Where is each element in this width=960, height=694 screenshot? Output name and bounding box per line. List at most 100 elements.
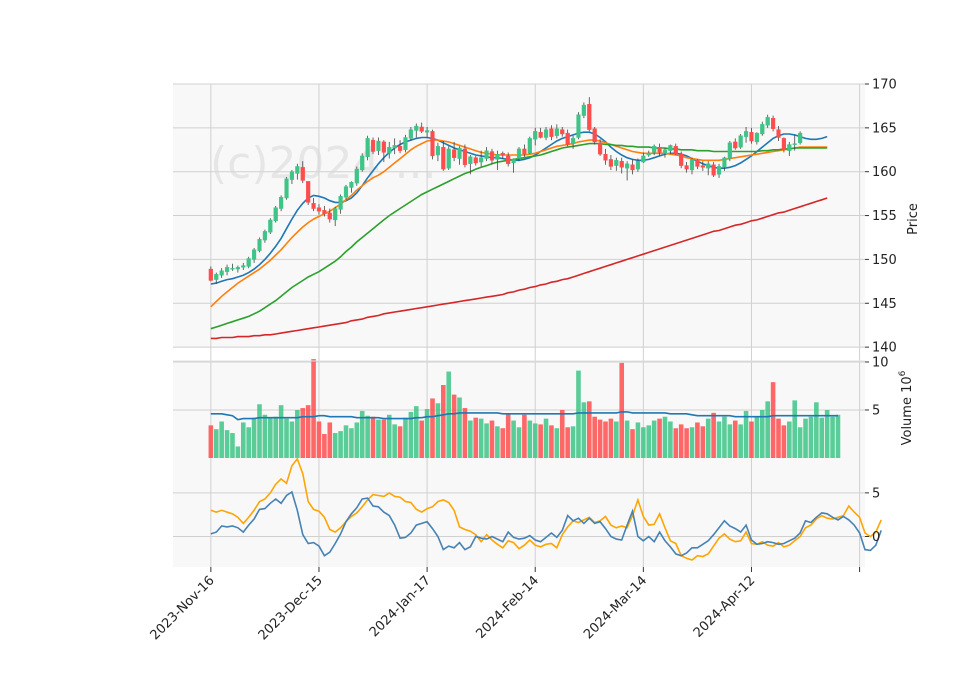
- candle-body: [316, 207, 322, 212]
- volume-bar: [781, 425, 787, 458]
- candlestick-layer: [208, 97, 803, 284]
- price-axis-label: Price: [906, 203, 921, 235]
- candle-body: [506, 155, 511, 165]
- volume-bar: [386, 414, 392, 458]
- volume-bar: [549, 425, 554, 458]
- volume-bar: [343, 425, 349, 458]
- candle-body: [543, 129, 549, 138]
- candle-body: [208, 268, 213, 281]
- price-tick-label: 165: [872, 121, 897, 136]
- candle-body: [257, 239, 262, 251]
- volume-bar: [257, 404, 262, 458]
- volume-bar: [424, 409, 430, 458]
- candle-body: [630, 164, 635, 171]
- oscillator-layer: [210, 457, 882, 561]
- volume-bar: [235, 446, 241, 458]
- candle-body: [673, 146, 678, 155]
- candle-body: [516, 148, 522, 159]
- candle-body: [489, 151, 495, 161]
- candle-body: [462, 148, 468, 165]
- volume-bar: [295, 409, 300, 458]
- candle-body: [603, 153, 608, 161]
- volume-bar: [689, 427, 695, 458]
- candle-body: [598, 142, 603, 155]
- candle-body: [500, 153, 505, 156]
- candle-body: [376, 140, 381, 151]
- price-tick-label: 145: [872, 297, 897, 312]
- volume-bar: [376, 419, 381, 458]
- volume-bar: [630, 429, 635, 458]
- volume-bar: [354, 422, 360, 458]
- price-tick-label: 140: [872, 341, 897, 356]
- candle-body: [619, 160, 624, 168]
- candle-body: [387, 146, 392, 154]
- candle-body: [646, 153, 651, 156]
- candle-body: [252, 249, 257, 260]
- volume-bar: [435, 403, 441, 458]
- candle-body: [397, 146, 403, 151]
- volume-bar: [230, 433, 235, 458]
- volume-bar: [516, 427, 522, 458]
- volume-bar: [397, 426, 403, 458]
- candle-body: [727, 142, 732, 159]
- volume-bar: [430, 398, 435, 458]
- oscillator-panel-bg: [173, 458, 865, 567]
- volume-bar: [484, 423, 489, 458]
- candle-body: [289, 171, 295, 180]
- candle-body: [354, 168, 359, 184]
- candle-body: [625, 163, 630, 169]
- candle-body: [635, 160, 641, 170]
- volume-bar: [770, 382, 776, 458]
- volume-bar: [338, 431, 343, 458]
- candle-body: [738, 135, 743, 148]
- candle-body: [570, 138, 576, 144]
- volume-bar: [278, 405, 284, 458]
- volume-bar: [208, 425, 214, 458]
- volume-bar: [246, 427, 251, 458]
- volume-bar: [554, 428, 560, 458]
- candle-body: [538, 132, 543, 138]
- candle-body: [792, 143, 797, 145]
- volume-bar: [635, 422, 641, 458]
- volume-bar: [419, 420, 424, 458]
- volume-bar: [240, 422, 246, 458]
- volume-bar: [738, 424, 743, 458]
- candle-body: [668, 145, 673, 151]
- candle-body: [581, 104, 586, 116]
- volume-bar: [592, 416, 597, 458]
- candle-body: [733, 141, 738, 149]
- volume-bar: [322, 433, 327, 458]
- candle-body: [614, 160, 619, 166]
- volume-bar: [814, 402, 819, 458]
- candle-body: [722, 157, 727, 168]
- volume-bar: [765, 401, 770, 458]
- x-tick-label: 2024-Mar-14: [581, 573, 650, 642]
- candle-body: [760, 124, 765, 135]
- candle-body: [560, 129, 565, 135]
- oscillator-line: [210, 490, 882, 557]
- volume-bar: [776, 418, 781, 458]
- candle-body: [306, 181, 311, 203]
- candle-body: [284, 178, 289, 199]
- volume-bar: [332, 433, 338, 458]
- volume-bar: [473, 417, 479, 458]
- volume-bar: [743, 410, 749, 458]
- candle-body: [565, 132, 570, 145]
- candle-body: [262, 231, 267, 241]
- candle-body: [311, 203, 316, 209]
- volume-bar: [505, 413, 511, 458]
- volume-bar: [641, 427, 646, 458]
- candle-body: [295, 166, 300, 174]
- candle-body: [392, 145, 397, 149]
- x-tick-label: 2023-Dec-15: [256, 573, 326, 643]
- volume-bar: [251, 417, 257, 458]
- candle-body: [549, 128, 554, 137]
- candle-body: [576, 114, 581, 138]
- candle-body: [365, 138, 370, 157]
- volume-bar: [581, 402, 587, 458]
- volume-bar: [597, 419, 603, 458]
- oscillator-tick-label: 0: [872, 530, 880, 545]
- volume-bar: [305, 405, 311, 458]
- candle-body: [592, 128, 597, 143]
